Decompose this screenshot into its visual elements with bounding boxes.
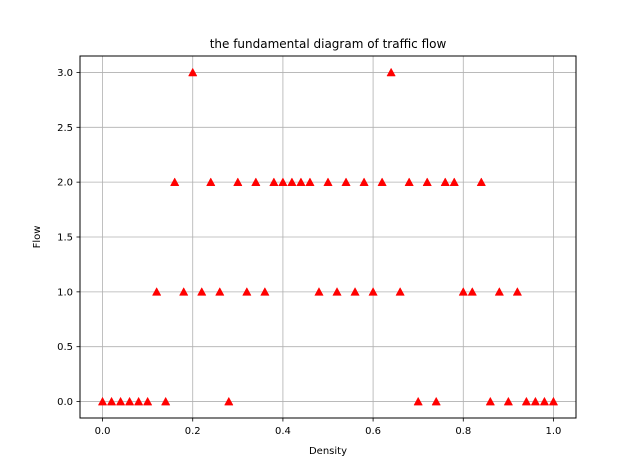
data-point [278,177,288,186]
y-tick-label: 3.0 [57,68,73,79]
y-tick-label: 2.0 [57,178,73,189]
data-point [314,287,324,296]
y-tick-label: 1.5 [57,233,73,244]
x-tick-label: 1.0 [546,426,562,437]
data-point [467,287,477,296]
axis-ticks: 0.0 0.2 0.4 0.6 0.8 1.0 0.0 0.5 1.0 1.5 2.0 2.5 3.0 [57,68,561,437]
data-point [143,396,153,406]
data-point [404,177,414,186]
data-point [548,396,559,406]
x-tick-label: 0.8 [455,426,471,437]
data-point [170,177,180,186]
data-point [124,396,135,406]
data-point [431,396,441,406]
data-point [179,287,189,296]
data-point [422,177,432,186]
data-point [341,177,351,186]
data-point [332,287,342,296]
data-point [242,287,252,296]
data-point [440,177,450,186]
data-point [296,177,306,186]
x-tick-label: 0.2 [185,426,201,437]
data-point [377,177,387,186]
data-point [323,177,333,186]
x-axis-label: Density [309,446,347,457]
data-point [413,396,423,406]
y-tick-label: 0.0 [57,397,73,408]
data-point [260,287,270,296]
x-tick-label: 0.4 [275,426,291,437]
data-point [97,396,108,406]
data-point [539,396,550,406]
x-tick-label: 0.6 [365,426,381,437]
data-point [287,177,297,186]
data-markers [97,67,559,406]
data-point [494,287,504,296]
data-point [161,396,171,406]
data-point [458,287,468,296]
data-point [512,287,523,296]
data-point [133,396,144,406]
data-point [251,177,261,186]
data-point [152,287,162,296]
data-point [188,67,198,77]
y-tick-label: 2.5 [57,123,73,134]
data-point [115,396,126,406]
data-point [476,177,486,186]
data-point [368,287,378,296]
data-point [350,287,360,296]
data-point [215,287,225,296]
data-point [503,396,513,406]
data-point [269,177,279,186]
data-point [224,396,234,406]
data-point [305,177,315,186]
data-point [106,396,117,406]
y-tick-label: 0.5 [57,342,73,353]
data-point [530,396,541,406]
data-point [359,177,369,186]
data-point [197,287,207,296]
x-tick-label: 0.0 [95,426,111,437]
data-point [206,177,216,186]
y-tick-label: 1.0 [57,287,73,298]
data-point [395,287,405,296]
y-axis-label: Flow [32,226,43,249]
data-point [449,177,459,186]
chart-title: the fundamental diagram of traffic flow [210,37,447,51]
data-point [233,177,243,186]
data-point [386,67,396,77]
data-point [485,396,495,406]
data-point [521,396,532,406]
